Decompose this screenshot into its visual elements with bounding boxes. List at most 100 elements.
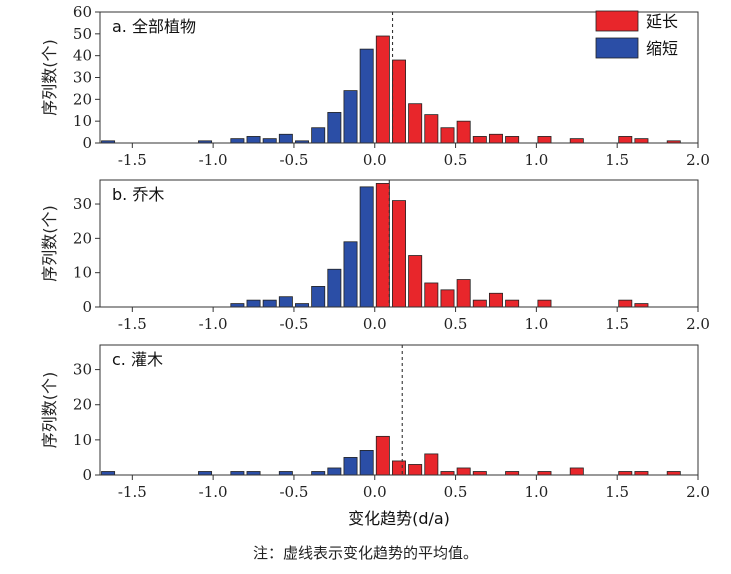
x-tick-label: 1.5 xyxy=(605,483,629,501)
y-tick-label: 10 xyxy=(73,112,92,130)
y-tick-label: 0 xyxy=(82,298,92,316)
x-tick-label: 1.0 xyxy=(524,483,548,501)
bar xyxy=(375,35,390,144)
x-axis-label: 变化趋势(d/a) xyxy=(348,509,450,528)
x-tick-label: 0.5 xyxy=(444,315,468,333)
bar xyxy=(537,471,552,476)
y-tick-label: 20 xyxy=(73,396,92,414)
bar xyxy=(375,183,390,308)
x-tick-label: -1.5 xyxy=(118,151,147,169)
panel-2: 0 10 20 30 -1.5 -1.0 -0.5 0.0 0.5 1.0 1.5 2.0 b. 乔木序… xyxy=(40,179,710,333)
bar xyxy=(456,467,471,476)
bar xyxy=(327,467,342,476)
y-axis-label: 序列数(个) xyxy=(40,205,59,282)
bar xyxy=(392,460,406,476)
bar xyxy=(278,133,293,144)
x-tick-label: -0.5 xyxy=(279,483,308,501)
x-tick-label: -1.5 xyxy=(118,315,147,333)
y-tick-label: 30 xyxy=(73,195,92,213)
plot-frame xyxy=(99,179,699,308)
x-tick-label: 2.0 xyxy=(686,151,710,169)
bar xyxy=(505,471,520,476)
bar xyxy=(408,103,423,144)
bar xyxy=(246,471,261,476)
bar xyxy=(230,471,245,476)
x-tick-label: 0.0 xyxy=(363,151,387,169)
x-tick-label: -0.5 xyxy=(279,315,308,333)
bar xyxy=(634,138,649,144)
x-tick-label: -1.5 xyxy=(118,483,147,501)
panel-title: c. 灌木 xyxy=(112,350,163,369)
x-tick-label: 0.5 xyxy=(444,151,468,169)
bar xyxy=(505,299,520,308)
bar xyxy=(230,303,245,308)
y-tick-label: 10 xyxy=(73,431,92,449)
y-tick-label: 60 xyxy=(73,3,92,21)
bar xyxy=(408,464,423,476)
y-tick-label: 10 xyxy=(73,264,92,282)
bar xyxy=(537,136,552,144)
legend-label: 缩短 xyxy=(646,39,678,58)
bar xyxy=(392,200,406,308)
legend-swatch xyxy=(595,10,639,32)
y-tick-label: 40 xyxy=(73,47,92,65)
bar xyxy=(440,127,455,144)
y-tick-label: 0 xyxy=(82,466,92,484)
bar xyxy=(327,268,342,308)
x-tick-label: 0.0 xyxy=(363,483,387,501)
bar xyxy=(343,90,358,144)
bar xyxy=(198,471,213,476)
bar xyxy=(327,112,342,144)
bar xyxy=(392,59,406,144)
plot-frame xyxy=(99,344,699,476)
bar xyxy=(666,471,681,476)
x-tick-label: 0.5 xyxy=(444,483,468,501)
bar xyxy=(618,471,633,476)
x-tick-label: -1.0 xyxy=(199,151,228,169)
x-tick-label: 2.0 xyxy=(686,315,710,333)
x-tick-label: 1.0 xyxy=(524,315,548,333)
figure-note: 注：虚线表示变化趋势的平均值。 xyxy=(252,544,478,562)
bar xyxy=(488,133,503,144)
bar xyxy=(262,299,277,308)
y-axis-label: 序列数(个) xyxy=(40,372,59,449)
y-tick-label: 0 xyxy=(82,134,92,152)
y-tick-label: 20 xyxy=(73,229,92,247)
y-tick-label: 30 xyxy=(73,69,92,87)
bar xyxy=(456,120,471,144)
bar xyxy=(440,471,455,476)
bar xyxy=(262,138,277,144)
legend-label: 延长 xyxy=(646,12,678,31)
x-tick-label: 0.0 xyxy=(363,315,387,333)
bar xyxy=(230,138,245,144)
panel-title: a. 全部植物 xyxy=(112,17,196,36)
bar xyxy=(569,138,584,144)
bar xyxy=(424,453,439,476)
bar xyxy=(278,296,293,308)
bar xyxy=(472,299,487,308)
x-tick-label: 1.5 xyxy=(605,315,629,333)
bar xyxy=(634,471,649,476)
bar xyxy=(537,299,552,308)
panel-3: 0 10 20 30 -1.5 -1.0 -0.5 0.0 0.5 1.0 1.5 2.0 c. 灌木序… xyxy=(40,344,710,501)
x-tick-label: -1.0 xyxy=(199,315,228,333)
bar xyxy=(634,303,649,308)
bar xyxy=(246,136,261,144)
bar xyxy=(424,114,439,144)
panel-title: b. 乔木 xyxy=(112,185,164,204)
bar xyxy=(618,136,633,144)
y-tick-label: 20 xyxy=(73,90,92,108)
bar xyxy=(311,127,326,144)
bar xyxy=(359,48,374,144)
y-tick-label: 30 xyxy=(73,361,92,379)
bar xyxy=(472,471,487,476)
bar xyxy=(101,471,116,476)
x-tick-label: 2.0 xyxy=(686,483,710,501)
y-tick-label: 50 xyxy=(73,25,92,43)
bar xyxy=(343,457,358,476)
bar xyxy=(295,303,310,308)
bar xyxy=(505,136,520,144)
bar xyxy=(311,286,326,308)
